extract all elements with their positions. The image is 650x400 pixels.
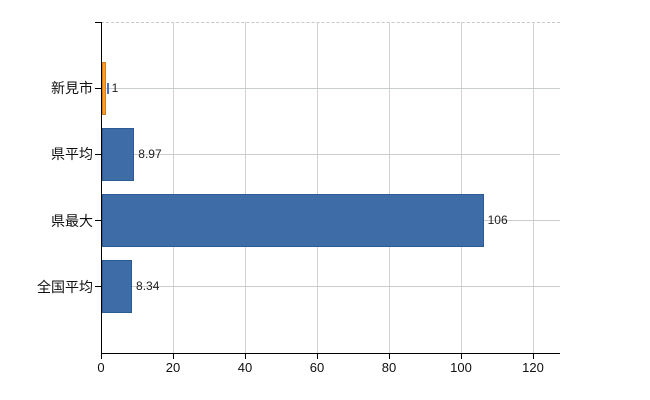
- bar: [102, 194, 484, 248]
- x-axis-tick-label: 100: [450, 360, 472, 375]
- y-axis-tick: [95, 220, 101, 222]
- category-label: 全国平均: [37, 278, 93, 295]
- x-axis-tick-label: 20: [165, 360, 181, 375]
- gridline-vertical: [317, 22, 318, 353]
- bar: [102, 61, 106, 115]
- gridline-vertical: [173, 22, 174, 353]
- bar-value-label: 8.97: [138, 146, 162, 161]
- x-axis-tick: [173, 354, 174, 359]
- gridline-horizontal: [101, 153, 560, 155]
- y-axis-tick: [95, 153, 101, 155]
- x-axis-tick: [317, 354, 318, 359]
- y-axis-tick: [95, 87, 101, 89]
- bar-value-label: 8.34: [136, 279, 160, 294]
- x-axis-tick: [245, 354, 246, 359]
- x-axis-tick: [533, 354, 534, 359]
- y-axis: [101, 22, 102, 359]
- bar: [102, 260, 133, 314]
- x-axis-tick: [389, 354, 390, 359]
- x-axis: [101, 353, 560, 354]
- bar: [102, 127, 135, 181]
- bar-value-label: 1: [111, 80, 119, 95]
- x-axis-tick-label: 80: [381, 360, 397, 375]
- gridline-horizontal: [101, 87, 560, 89]
- gridline-vertical: [389, 22, 390, 353]
- x-axis-tick: [461, 354, 462, 359]
- x-axis-tick: [101, 354, 102, 359]
- bar-value-label: 106: [487, 213, 508, 228]
- gridline-vertical: [533, 22, 534, 353]
- category-label: 県平均: [51, 146, 93, 163]
- x-axis-tick-label: 40: [237, 360, 253, 375]
- y-axis-tick: [95, 286, 101, 288]
- plot-top-border: [101, 22, 560, 23]
- value-marker: [106, 82, 109, 94]
- x-axis-tick-label: 120: [522, 360, 544, 375]
- category-label: 新見市: [51, 80, 93, 97]
- gridline-vertical: [461, 22, 462, 353]
- gridline-vertical: [245, 22, 246, 353]
- x-axis-tick-label: 0: [97, 360, 105, 375]
- y-axis-tick: [95, 22, 101, 23]
- category-label: 県最大: [51, 212, 93, 229]
- x-axis-tick-label: 60: [309, 360, 325, 375]
- gridline-horizontal: [101, 286, 560, 288]
